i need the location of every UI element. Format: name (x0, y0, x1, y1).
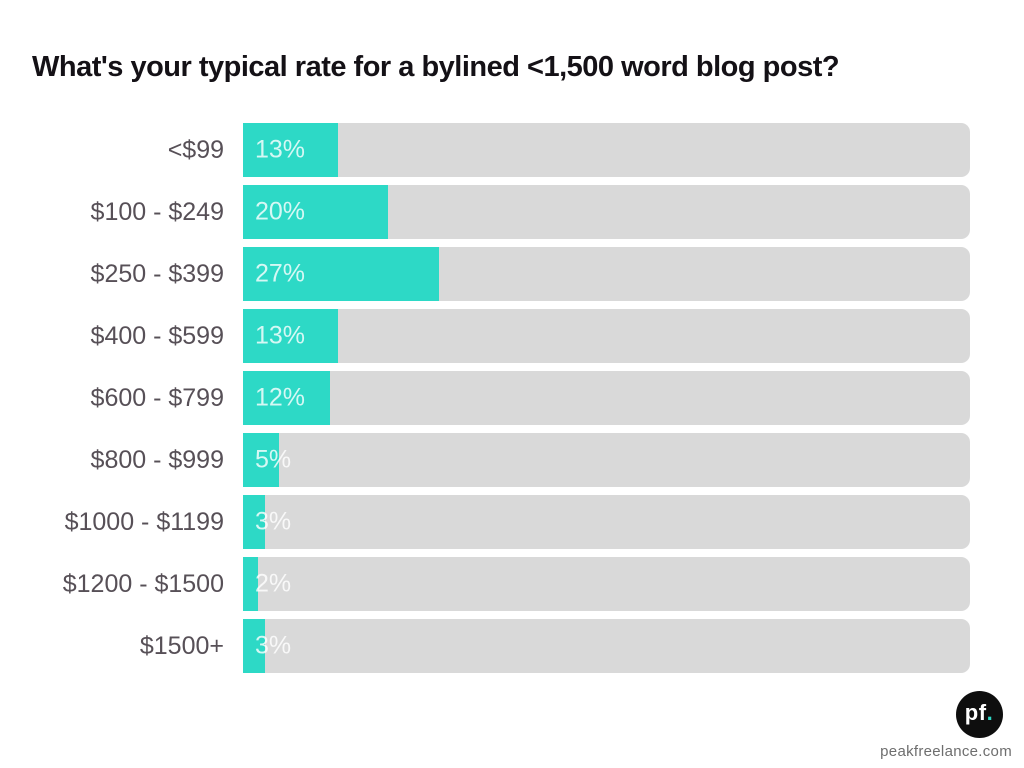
bar-fill (243, 495, 265, 549)
bar-value-label: 3% (255, 507, 292, 536)
logo-initials: pf (964, 699, 987, 725)
logo-text: pf. (964, 699, 994, 727)
bar-value-label: 13% (255, 321, 306, 350)
chart-title: What's your typical rate for a bylined <… (32, 51, 840, 83)
logo-dot: . (986, 699, 994, 725)
bar-fill (243, 247, 440, 301)
bar-value-label: 27% (255, 259, 306, 288)
bar-chart: <$99 13% $100 - $249 20% $250 - $399 27%… (0, 123, 970, 681)
logo-circle: pf. (955, 690, 1003, 738)
bar-track: 12% (243, 371, 970, 425)
bar-track: 20% (243, 185, 970, 239)
category-label: $250 - $399 (90, 259, 224, 288)
bar-row: <$99 13% (0, 123, 970, 177)
bar-row: $1000 - $1199 3% (0, 495, 970, 549)
category-label: $800 - $999 (90, 445, 224, 474)
category-label: $600 - $799 (90, 383, 224, 412)
bar-value-label: 12% (255, 383, 306, 412)
bar-row: $250 - $399 27% (0, 247, 970, 301)
bar-row: $400 - $599 13% (0, 309, 970, 363)
bar-row: $800 - $999 5% (0, 433, 970, 487)
bar-fill (243, 371, 331, 425)
bar-fill (243, 619, 265, 673)
bar-row: $1500+ 3% (0, 619, 970, 673)
bar-track: 5% (243, 433, 970, 487)
peak-freelance-logo: pf. (952, 687, 1006, 741)
bar-value-label: 13% (255, 135, 306, 164)
category-label: $1500+ (139, 631, 224, 660)
bar-row: $600 - $799 12% (0, 371, 970, 425)
category-label: $1000 - $1199 (64, 507, 224, 536)
bar-track: 3% (243, 619, 970, 673)
bar-track: 13% (243, 123, 970, 177)
bar-track: 3% (243, 495, 970, 549)
bar-row: $1200 - $1500 2% (0, 557, 970, 611)
bar-track: 27% (243, 247, 970, 301)
bar-fill (243, 309, 338, 363)
category-label: $1200 - $1500 (62, 569, 224, 598)
bar-fill (243, 433, 280, 487)
bar-fill (243, 123, 338, 177)
bar-fill (243, 185, 389, 239)
bar-track: 2% (243, 557, 970, 611)
bar-row: $100 - $249 20% (0, 185, 970, 239)
website-url: peakfreelance.com (880, 743, 1012, 760)
bar-value-label: 3% (255, 631, 292, 660)
bar-fill (243, 557, 258, 611)
category-label: $400 - $599 (90, 321, 224, 350)
category-label: <$99 (167, 135, 224, 164)
bar-value-label: 2% (255, 569, 292, 598)
bar-value-label: 20% (255, 197, 306, 226)
category-label: $100 - $249 (90, 197, 224, 226)
bar-value-label: 5% (255, 445, 292, 474)
bar-track: 13% (243, 309, 970, 363)
